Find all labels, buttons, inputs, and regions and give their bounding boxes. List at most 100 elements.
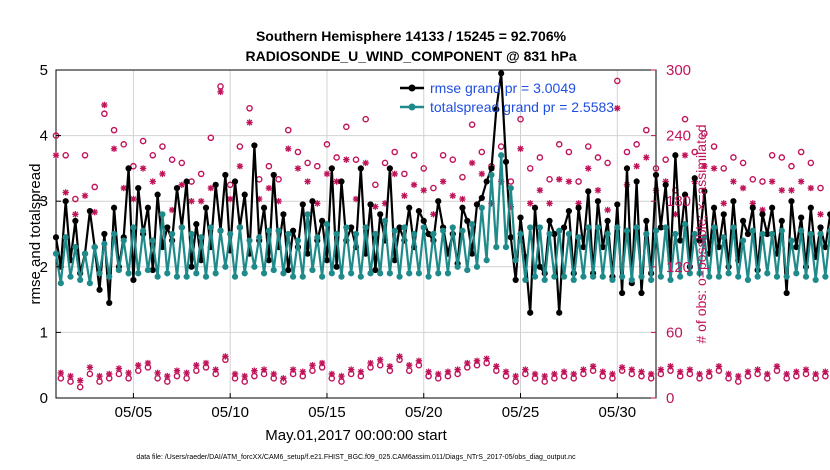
obs-assimilated-point	[309, 362, 316, 369]
obs-assimilated-point	[372, 203, 379, 210]
obs-assimilated-point	[633, 163, 640, 170]
obs-assimilated-point	[318, 359, 326, 367]
rmse-point	[730, 198, 737, 205]
obs-possible-point	[410, 151, 418, 159]
totalspread-point	[609, 276, 616, 284]
totalspread-point	[139, 227, 147, 234]
totalspread-point	[556, 227, 563, 234]
obs-assimilated-point	[546, 200, 553, 207]
obs-assimilated-point	[565, 178, 573, 185]
legend: rmse grand pr = 3.0049 totalspread grand…	[400, 80, 614, 115]
x-tick-label: 05/20	[405, 404, 443, 421]
legend-rmse-label: rmse grand pr = 3.0049	[430, 80, 576, 96]
obs-possible-point	[372, 181, 379, 189]
totalspread-point	[822, 273, 829, 280]
obs-assimilated-point	[285, 145, 292, 152]
rmse-point	[396, 224, 403, 231]
obs-assimilated-point	[589, 363, 597, 370]
obs-assimilated-point	[797, 178, 805, 185]
totalspread-point	[686, 270, 693, 277]
obs-assimilated-point	[333, 178, 340, 185]
obs-possible-point	[178, 159, 186, 167]
rmse-point	[164, 224, 171, 231]
obs-possible-point	[76, 383, 84, 391]
rmse-point	[488, 165, 495, 172]
y-tick-label: 1	[40, 324, 48, 341]
totalspread-point	[386, 270, 393, 277]
obs-assimilated-point	[396, 353, 403, 360]
rmse-point	[144, 204, 152, 211]
rmse-point	[299, 201, 306, 208]
obs-possible-point	[313, 162, 321, 170]
x-axis-label: May.01,2017 00:00:00 start	[265, 427, 447, 444]
totalspread-point	[667, 276, 674, 284]
obs-assimilated-point	[338, 372, 345, 380]
legend-spread-label: totalspread grand pr = 2.5583	[430, 99, 614, 115]
rmse-point	[62, 198, 69, 205]
series-layer	[52, 70, 830, 391]
obs-possible-point	[604, 159, 611, 167]
x-tick-label: 05/30	[599, 404, 637, 421]
obs-possible-point	[333, 154, 340, 161]
obs-assimilated-point	[744, 368, 752, 375]
rmse-point	[86, 207, 93, 215]
obs-assimilated-point	[188, 198, 195, 205]
obs-assimilated-point	[522, 366, 529, 373]
obs-assimilated-point	[435, 370, 442, 378]
rmse-point	[604, 217, 611, 224]
totalspread-point	[449, 224, 456, 231]
totalspread-point	[778, 227, 785, 234]
obs-assimilated-point	[289, 366, 297, 373]
totalspread-point	[469, 221, 476, 228]
obs-assimilated-point	[672, 211, 679, 218]
totalspread-point	[381, 217, 389, 224]
obs-assimilated-point	[657, 366, 665, 373]
obs-assimilated-point	[376, 356, 384, 363]
rmse-point	[328, 165, 335, 172]
obs-possible-point	[159, 143, 166, 150]
obs-assimilated-point	[580, 366, 587, 373]
totalspread-point	[256, 234, 263, 241]
rmse-point	[614, 201, 621, 208]
totalspread-line	[54, 154, 830, 285]
obs-possible-point	[613, 77, 621, 85]
rmse-point	[101, 230, 108, 238]
rmse-point	[594, 198, 602, 205]
totalspread-point	[309, 266, 316, 274]
totalspread-point	[67, 273, 74, 280]
rmse-point	[565, 207, 573, 215]
obs-possible-point	[643, 126, 650, 134]
rmse-point	[420, 217, 427, 224]
rmse-point	[473, 201, 481, 208]
y-tick-label: 3	[40, 193, 48, 210]
obs-possible-point	[265, 162, 273, 170]
rmse-point	[710, 204, 718, 211]
obs-assimilated-point	[241, 372, 248, 380]
rmse-point	[599, 244, 606, 251]
totalspread-point	[183, 273, 190, 280]
obs-assimilated-point	[207, 184, 215, 192]
rmse-point	[212, 181, 219, 188]
obs-possible-point	[662, 156, 669, 163]
totalspread-point	[420, 224, 427, 231]
obs-possible-point	[720, 165, 728, 172]
totalspread-point	[735, 273, 742, 280]
obs-assimilated-point	[730, 178, 737, 185]
totalspread-point	[77, 276, 84, 284]
obs-possible-point	[691, 148, 699, 156]
obs-assimilated-point	[193, 362, 200, 369]
obs-assimilated-point	[197, 198, 205, 205]
totalspread-point	[435, 270, 442, 277]
totalspread-point	[86, 280, 93, 287]
obs-assimilated-point	[178, 181, 186, 188]
obs-possible-point	[284, 126, 292, 134]
obs-possible-point	[86, 370, 94, 378]
obs-assimilated-point	[164, 372, 171, 380]
obs-assimilated-point	[304, 178, 311, 185]
totalspread-point	[464, 266, 471, 274]
totalspread-point	[744, 276, 752, 284]
obs-assimilated-point	[381, 200, 389, 207]
totalspread-point	[275, 227, 282, 234]
rmse-point	[231, 178, 239, 185]
obs-assimilated-point	[759, 206, 766, 214]
